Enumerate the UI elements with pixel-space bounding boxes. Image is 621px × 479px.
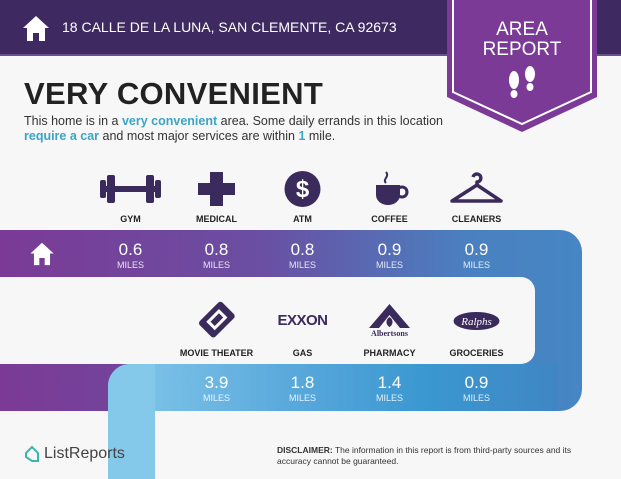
distance-groceries: 0.9 MILES	[462, 373, 490, 403]
description: This home is in a very convenient area. …	[24, 114, 443, 143]
distance-medical: 0.8 MILES	[202, 240, 230, 270]
distance-gas: 1.8 MILES	[288, 373, 316, 403]
listreports-logo: ListReports	[24, 445, 125, 463]
exxon-logo: EXXON	[277, 312, 328, 329]
disclaimer: DISCLAIMER: The information in this repo…	[277, 445, 572, 466]
coffee-icon	[376, 171, 409, 205]
listreports-logo-icon	[25, 445, 39, 462]
distance-atm: 0.8 MILES	[288, 240, 316, 270]
dollar-icon: $	[284, 171, 321, 207]
route-band-bottom	[108, 364, 558, 411]
home-icon	[23, 16, 49, 41]
svg-text:$: $	[296, 176, 310, 203]
cross-icon	[198, 172, 235, 206]
svg-text:Albertsons: Albertsons	[371, 329, 408, 338]
ticket-icon	[199, 301, 235, 338]
page-title: VERY CONVENIENT	[24, 76, 324, 111]
hanger-icon	[450, 172, 503, 203]
distance-gym: 0.6 MILES	[116, 240, 144, 270]
footprints-icon	[509, 66, 535, 98]
distance-cleaners: 0.9 MILES	[462, 240, 490, 270]
svg-text:Ralphs: Ralphs	[460, 316, 492, 328]
albertsons-logo: Albertsons	[369, 304, 410, 338]
home-icon	[30, 242, 54, 266]
area-report-badge: AREA REPORT	[447, 0, 597, 132]
inner-gap	[0, 277, 535, 364]
distance-coffee: 0.9 MILES	[375, 240, 403, 270]
distance-movie-theater: 3.9 MILES	[202, 373, 230, 403]
route-band-left	[108, 364, 155, 479]
lower-gap	[155, 411, 621, 479]
ralphs-logo: Ralphs	[453, 312, 500, 330]
address: 18 CALLE DE LA LUNA, SAN CLEMENTE, CA 92…	[62, 19, 397, 35]
distance-pharmacy: 1.4 MILES	[375, 373, 403, 403]
dumbbell-icon	[100, 175, 161, 203]
